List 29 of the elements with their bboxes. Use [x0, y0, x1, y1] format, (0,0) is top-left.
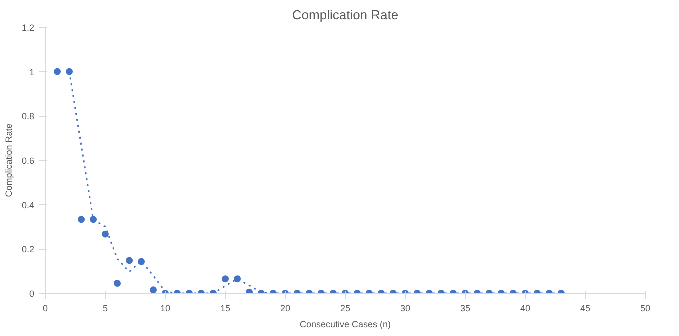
x-tick-label: 25	[340, 304, 351, 314]
chart-title: Complication Rate	[292, 8, 399, 22]
point	[54, 68, 61, 76]
x-tick-label: 0	[42, 304, 48, 314]
y-tick-label: 0	[29, 289, 35, 299]
point	[126, 257, 133, 264]
x-tick-label: 50	[640, 304, 651, 314]
x-axis-title: Consecutive Cases (n)	[300, 320, 392, 330]
x-tick-label: 15	[220, 304, 231, 314]
x-tick-label: 20	[280, 304, 291, 314]
x-tick-label: 45	[580, 304, 591, 314]
point	[150, 286, 157, 294]
x-tick-label: 10	[160, 304, 171, 314]
y-tick-label: 1	[29, 67, 35, 78]
x-tick-label: 30	[400, 304, 411, 314]
y-axis-title: Complication Rate	[4, 124, 14, 198]
y-tick-label: 0.2	[22, 244, 35, 255]
point	[246, 288, 253, 294]
x-tick-label: 5	[102, 304, 108, 314]
y-tick-label: 0.6	[22, 156, 35, 166]
y-tick-label: 1.2	[22, 23, 35, 33]
point	[102, 230, 109, 238]
x-tick-label: 40	[520, 304, 531, 314]
point	[66, 68, 73, 76]
x-tick-label: 35	[460, 304, 471, 314]
point	[90, 216, 97, 224]
y-tick-label: 0.4	[22, 200, 35, 210]
point	[78, 216, 85, 224]
y-tick-label: 0.8	[22, 112, 35, 122]
